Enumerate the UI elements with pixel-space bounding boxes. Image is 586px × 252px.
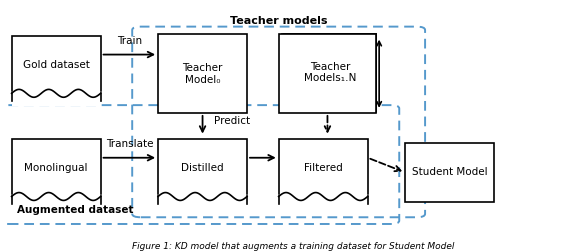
- FancyBboxPatch shape: [279, 35, 376, 113]
- FancyBboxPatch shape: [279, 139, 367, 197]
- FancyBboxPatch shape: [284, 35, 376, 111]
- Text: Augmented dataset: Augmented dataset: [18, 205, 134, 215]
- Text: Student Model: Student Model: [412, 167, 488, 177]
- FancyBboxPatch shape: [12, 139, 101, 197]
- FancyBboxPatch shape: [281, 35, 376, 112]
- FancyBboxPatch shape: [158, 35, 247, 113]
- Text: Translate: Translate: [105, 139, 153, 149]
- Text: Train: Train: [117, 36, 142, 46]
- Text: Distilled: Distilled: [181, 163, 224, 173]
- Text: Filtered: Filtered: [304, 163, 343, 173]
- FancyBboxPatch shape: [158, 139, 247, 197]
- Polygon shape: [279, 195, 367, 209]
- Text: Teacher
Model₀: Teacher Model₀: [182, 63, 223, 84]
- Polygon shape: [12, 92, 101, 106]
- Text: Figure 1: KD model that augments a training dataset for Student Model: Figure 1: KD model that augments a train…: [132, 242, 454, 251]
- Text: Teacher
Models₁․N: Teacher Models₁․N: [304, 62, 356, 83]
- FancyBboxPatch shape: [12, 36, 101, 93]
- Polygon shape: [158, 195, 247, 209]
- Text: Monolingual: Monolingual: [25, 163, 88, 173]
- Polygon shape: [12, 195, 101, 209]
- Text: Predict: Predict: [214, 116, 250, 126]
- FancyBboxPatch shape: [405, 143, 494, 202]
- Text: Gold dataset: Gold dataset: [23, 60, 90, 70]
- Text: Teacher models: Teacher models: [230, 16, 328, 25]
